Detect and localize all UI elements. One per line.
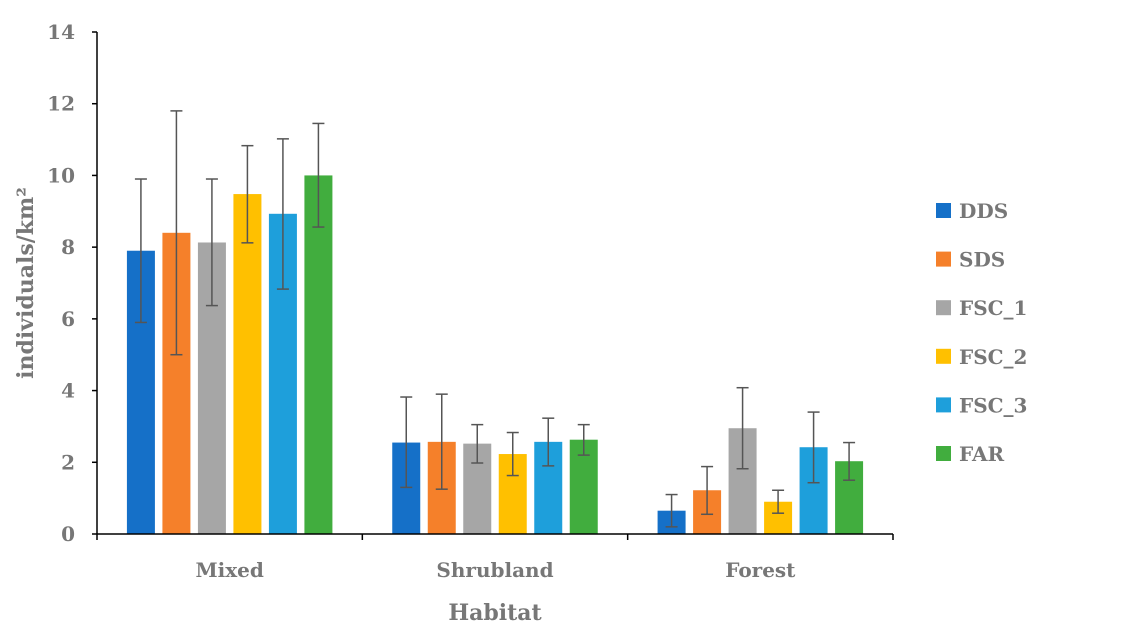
legend-label: DDS (959, 199, 1008, 223)
legend: DDS SDS FSC_1 FSC_2 FSC_3 FAR (936, 199, 1027, 466)
legend-swatch (936, 348, 951, 364)
legend-swatch (936, 203, 951, 218)
legend-label: FAR (959, 442, 1005, 466)
legend-swatch (936, 251, 951, 267)
legend-swatch (936, 397, 951, 413)
x-tick-label: Shrubland (436, 558, 553, 582)
y-tick-label: 6 (61, 307, 75, 331)
axes-layer (96, 32, 893, 535)
y-tick-label: 4 (61, 379, 75, 403)
error-bars-layer (134, 110, 856, 528)
bars-layer (126, 175, 864, 535)
legend-label: FSC_3 (959, 393, 1027, 417)
y-axis-title: individuals/km² (13, 187, 39, 379)
y-ticks-layer: 0 2 4 6 8 10 12 14 (47, 20, 97, 546)
legend-label: FSC_1 (959, 296, 1027, 320)
y-tick-label: 12 (47, 92, 75, 116)
y-tick-label: 8 (61, 235, 75, 259)
bar-fsc-2 (233, 194, 262, 534)
bar-far (304, 175, 333, 534)
x-ticks-layer: Mixed Shrubland Forest (96, 534, 894, 582)
y-tick-label: 14 (47, 20, 75, 44)
y-tick-label: 2 (61, 450, 75, 474)
x-tick-label: Forest (725, 558, 796, 582)
legend-label: FSC_2 (959, 345, 1027, 369)
x-axis-title: Habitat (448, 600, 542, 626)
legend-swatch (936, 446, 951, 461)
y-tick-label: 10 (47, 163, 75, 187)
y-tick-label: 0 (61, 522, 75, 546)
legend-swatch (936, 300, 951, 316)
legend-label: SDS (959, 248, 1005, 272)
x-tick-label: Mixed (195, 558, 263, 582)
